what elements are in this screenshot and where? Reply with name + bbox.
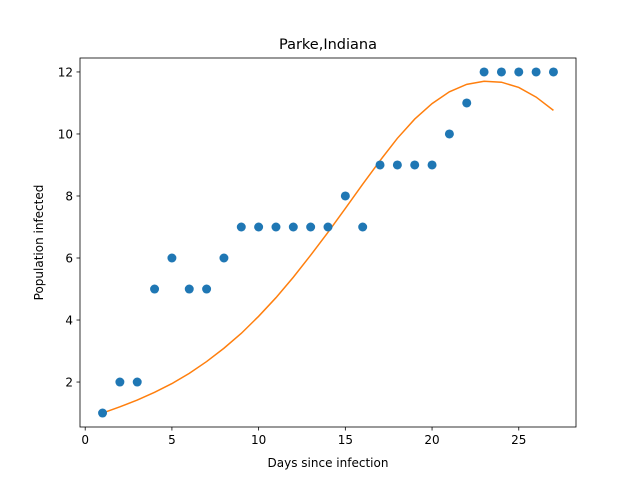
axes-frame [79, 57, 577, 428]
y-axis: 2 4 6 8 10 12 [58, 65, 80, 389]
data-point [410, 160, 420, 170]
data-point [496, 67, 506, 77]
data-point [115, 377, 125, 387]
x-axis-label: Days since infection [268, 456, 389, 470]
x-tick-label: 10 [251, 433, 266, 447]
data-point [548, 67, 558, 77]
data-point [271, 222, 281, 232]
y-axis-label: Population infected [32, 185, 46, 301]
data-point [184, 284, 194, 294]
data-point [98, 408, 108, 418]
data-point [288, 222, 298, 232]
data-point [358, 222, 368, 232]
x-tick-label: 20 [424, 433, 439, 447]
data-point [462, 98, 472, 108]
data-point [132, 377, 142, 387]
data-point [202, 284, 212, 294]
data-point [427, 160, 437, 170]
y-tick-label: 10 [58, 127, 73, 141]
y-tick-label: 8 [65, 189, 73, 203]
chart-marks [98, 67, 558, 418]
data-point [444, 129, 454, 139]
fitted-curve-line [102, 80, 554, 414]
data-point [340, 191, 350, 201]
x-tick-label: 25 [511, 433, 526, 447]
chart-title: Parke,Indiana [279, 37, 377, 53]
data-point [323, 222, 333, 232]
data-point [514, 67, 524, 77]
x-tick-label: 15 [338, 433, 353, 447]
data-point [254, 222, 264, 232]
data-point [219, 253, 229, 263]
data-point [479, 67, 489, 77]
x-axis: 0 5 10 15 20 25 [81, 427, 526, 447]
y-tick-label: 12 [58, 65, 73, 79]
data-point [306, 222, 316, 232]
x-tick-label: 5 [168, 433, 176, 447]
data-point [150, 284, 160, 294]
data-point [236, 222, 246, 232]
data-point [531, 67, 541, 77]
data-point [167, 253, 177, 263]
y-tick-label: 6 [65, 251, 73, 265]
y-tick-label: 2 [65, 375, 73, 389]
data-point [392, 160, 402, 170]
x-tick-label: 0 [81, 433, 89, 447]
y-tick-label: 4 [65, 313, 73, 327]
data-point [375, 160, 385, 170]
